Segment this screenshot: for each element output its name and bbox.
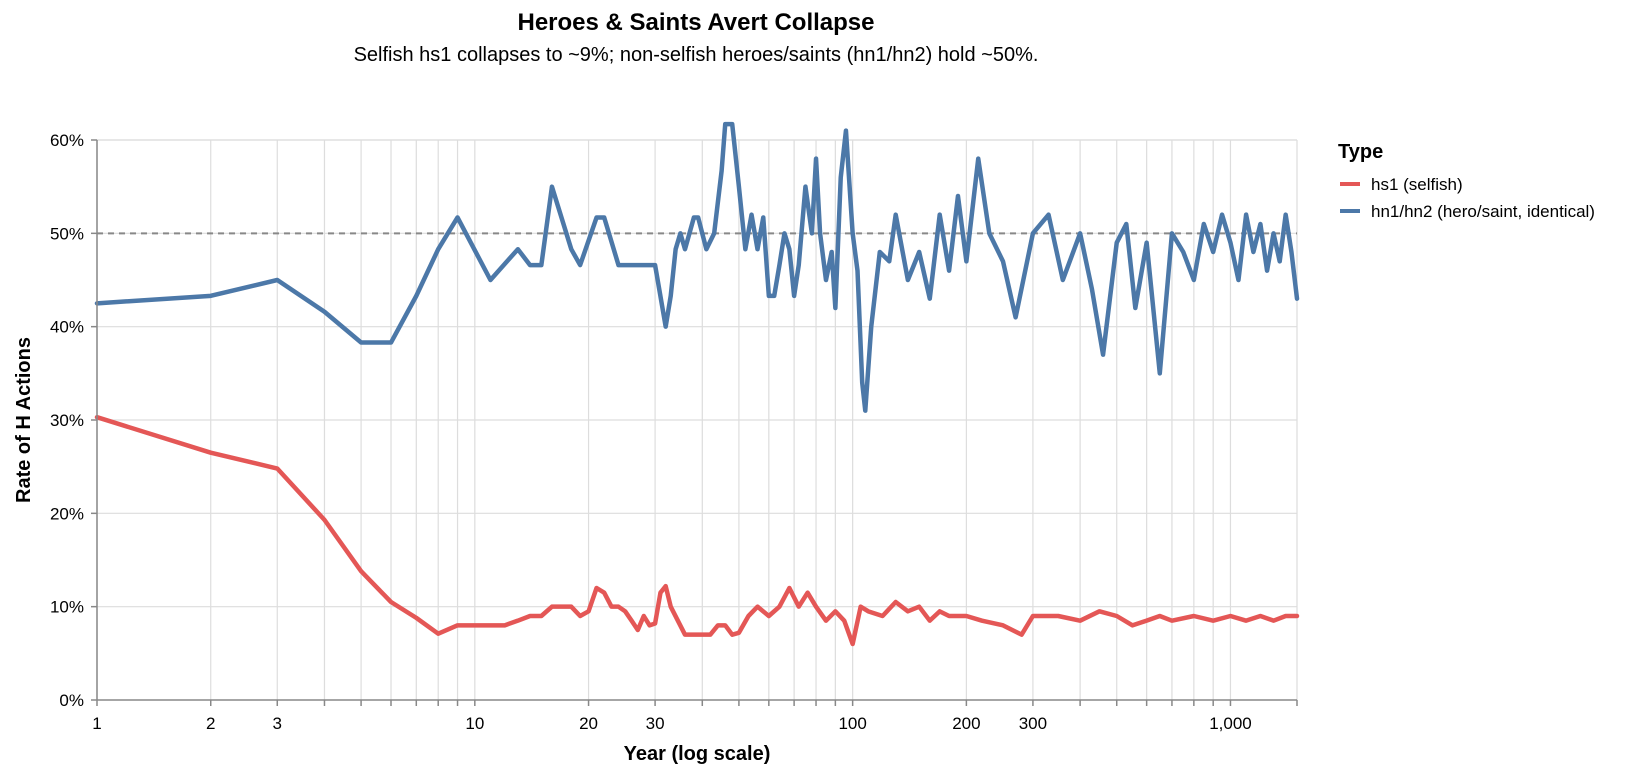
x-tick-label: 200 bbox=[952, 714, 980, 733]
series-line-hs1 bbox=[94, 414, 1300, 647]
ticks: 1 2 3 10 20 30 100 200 300 1,000 0% 10% 20% 30% 40% 50%… bbox=[50, 131, 1298, 733]
x-tick-label: 20 bbox=[579, 714, 598, 733]
chart-title: Heroes & Saints Avert Collapse bbox=[517, 9, 874, 36]
x-tick-label: 3 bbox=[273, 714, 282, 733]
series-lines bbox=[94, 121, 1300, 647]
y-tick-label: 60% bbox=[50, 131, 84, 150]
legend: Type hs1 (selfish) hn1/hn2 (hero/saint, i… bbox=[1338, 141, 1595, 221]
x-tick-label: 1,000 bbox=[1209, 714, 1252, 733]
legend-title: Type bbox=[1338, 141, 1383, 163]
x-tick-label: 30 bbox=[646, 714, 665, 733]
x-tick-label: 300 bbox=[1019, 714, 1047, 733]
y-tick-label: 50% bbox=[50, 224, 84, 243]
y-axis-title: Rate of H Actions bbox=[13, 337, 35, 503]
y-tick-label: 20% bbox=[50, 504, 84, 523]
legend-label: hn1/hn2 (hero/saint, identical) bbox=[1371, 202, 1595, 221]
y-tick-label: 0% bbox=[59, 691, 84, 710]
x-tick-label: 100 bbox=[838, 714, 866, 733]
grid-lines bbox=[96, 139, 1298, 700]
chart-subtitle: Selfish hs1 collapses to ~9%; non-selfis… bbox=[354, 44, 1039, 66]
legend-items: hs1 (selfish) hn1/hn2 (hero/saint, identi… bbox=[1340, 175, 1595, 221]
legend-label: hs1 (selfish) bbox=[1371, 175, 1463, 194]
x-tick-label: 1 bbox=[92, 714, 101, 733]
x-axis-title: Year (log scale) bbox=[624, 743, 771, 765]
y-tick-label: 40% bbox=[50, 318, 84, 337]
y-tick-label: 30% bbox=[50, 411, 84, 430]
x-tick-label: 2 bbox=[206, 714, 215, 733]
y-tick-label: 10% bbox=[50, 598, 84, 617]
series-line-hn1-hn2 bbox=[94, 121, 1300, 413]
x-tick-label: 10 bbox=[465, 714, 484, 733]
